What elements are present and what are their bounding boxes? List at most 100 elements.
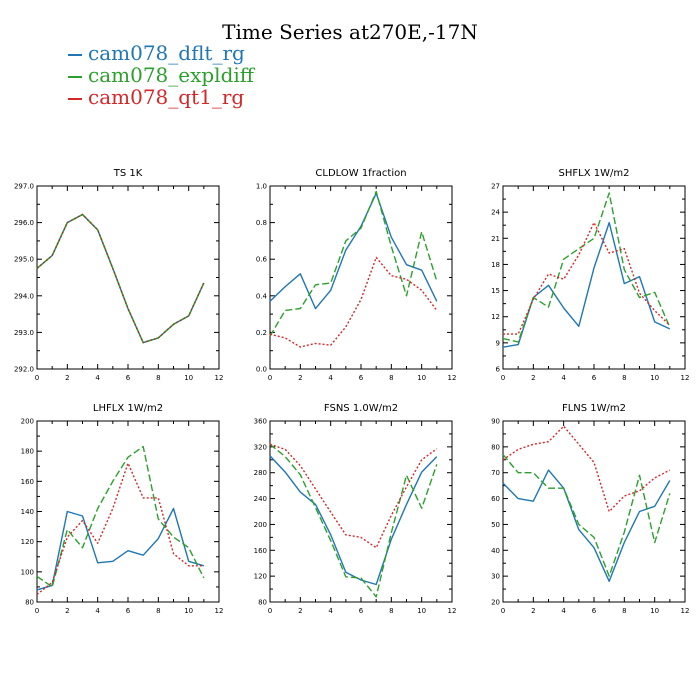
y-tick-label: 280	[254, 469, 267, 477]
legend-label-dflt: cam078_dflt_rg	[88, 41, 245, 65]
x-tick-label: 0	[268, 607, 272, 615]
y-tick-label: 1.0	[256, 183, 267, 191]
legend-item-expldiff: cam078_expldiff	[68, 64, 254, 86]
series-line-2	[36, 445, 205, 588]
panel-title: FSNS 1.0W/m2	[324, 403, 398, 414]
panel-5: FSNS 1.0W/m2 0 2 4 6 8 10 12 80 120 160 200 240 280 32…	[254, 403, 457, 615]
x-tick-label: 6	[592, 607, 597, 615]
series-line-3	[36, 213, 205, 344]
x-tick-label: 12	[681, 607, 690, 615]
y-tick-label: 20	[491, 599, 500, 607]
x-tick-label: 8	[389, 374, 393, 382]
y-tick-label: 320	[254, 443, 267, 451]
x-tick-label: 10	[184, 607, 193, 615]
x-tick-label: 8	[622, 374, 626, 382]
x-tick-label: 2	[65, 374, 69, 382]
y-tick-label: 80	[258, 599, 267, 607]
y-tick-label: 293.0	[14, 329, 34, 337]
y-tick-label: 120	[254, 573, 267, 581]
series-line-1	[269, 192, 438, 310]
series-line-1	[36, 507, 204, 591]
x-tick-label: 0	[501, 374, 505, 382]
x-tick-label: 4	[95, 374, 100, 382]
plot-frame	[269, 420, 453, 603]
y-tick-label: 0.2	[256, 329, 267, 337]
series-line-2	[269, 443, 438, 598]
panel-1: TS 1K 0 2 4 6 8 10 12 292.0 293.0 294.0 295.0 296.0 2…	[14, 168, 224, 382]
x-tick-label: 8	[156, 607, 160, 615]
x-tick-label: 12	[448, 607, 457, 615]
y-tick-label: 295.0	[14, 256, 34, 264]
x-tick-label: 10	[650, 607, 659, 615]
y-tick-label: 18	[491, 261, 500, 269]
panel-title: CLDLOW 1fraction	[315, 168, 406, 179]
y-tick-label: 200	[21, 418, 34, 426]
plot-frame	[502, 420, 686, 603]
x-tick-label: 8	[622, 607, 626, 615]
y-tick-label: 30	[491, 573, 500, 581]
legend-swatch-qt1	[68, 97, 82, 100]
y-tick-label: 9	[496, 339, 500, 347]
panel-title: FLNS 1W/m2	[562, 403, 626, 414]
y-tick-label: 21	[491, 235, 500, 243]
y-tick-label: 15	[491, 287, 500, 295]
x-tick-label: 8	[156, 374, 160, 382]
x-tick-label: 2	[531, 374, 535, 382]
series-line-2	[269, 190, 438, 337]
y-tick-label: 240	[254, 495, 267, 503]
x-tick-label: 4	[561, 607, 566, 615]
x-tick-label: 0	[501, 607, 505, 615]
x-tick-label: 6	[592, 374, 597, 382]
series-line-2	[36, 213, 205, 344]
x-tick-label: 4	[561, 374, 566, 382]
x-tick-label: 12	[681, 374, 690, 382]
series-line-1	[269, 455, 438, 586]
legend: cam078_dflt_rg cam078_expldiff cam078_qt…	[68, 42, 254, 108]
x-tick-label: 10	[417, 374, 426, 382]
y-tick-label: 160	[254, 547, 267, 555]
legend-label-expldiff: cam078_expldiff	[88, 63, 254, 87]
y-tick-label: 160	[21, 478, 34, 486]
plot-frame	[36, 185, 220, 370]
y-tick-label: 360	[254, 418, 267, 426]
x-tick-label: 4	[328, 607, 333, 615]
legend-item-qt1: cam078_qt1_rg	[68, 86, 254, 108]
y-tick-label: 120	[21, 538, 34, 546]
panel-4: LHFLX 1W/m2 0 2 4 6 8 10 12 80 100 120 140 160 180 200	[21, 403, 224, 615]
series-line-3	[269, 443, 438, 549]
x-tick-label: 2	[531, 607, 535, 615]
legend-swatch-expldiff	[68, 75, 82, 78]
x-tick-label: 10	[184, 374, 193, 382]
x-tick-label: 6	[126, 374, 131, 382]
series-line-3	[503, 221, 671, 335]
legend-label-qt1: cam078_qt1_rg	[88, 85, 245, 109]
x-tick-label: 0	[35, 607, 39, 615]
x-tick-label: 10	[417, 607, 426, 615]
y-tick-label: 80	[25, 599, 34, 607]
legend-swatch-dflt	[68, 53, 82, 56]
panel-title: TS 1K	[113, 168, 143, 179]
y-tick-label: 296.0	[14, 219, 34, 227]
y-tick-label: 200	[254, 521, 267, 529]
y-tick-label: 24	[491, 209, 500, 217]
x-tick-label: 4	[95, 607, 100, 615]
x-tick-label: 0	[268, 374, 272, 382]
y-tick-label: 40	[491, 547, 500, 555]
y-tick-label: 292.0	[14, 366, 34, 374]
y-tick-label: 0.8	[256, 219, 267, 227]
series-line-2	[502, 454, 671, 577]
series-line-2	[502, 192, 671, 343]
x-tick-label: 2	[298, 607, 302, 615]
plot-frame	[502, 185, 686, 370]
y-tick-label: 100	[21, 568, 34, 576]
y-tick-label: 80	[491, 443, 500, 451]
series-line-3	[36, 462, 204, 596]
panel-title: LHFLX 1W/m2	[93, 403, 163, 414]
y-tick-label: 0.4	[256, 292, 268, 300]
y-tick-label: 297.0	[14, 183, 34, 191]
x-tick-label: 2	[65, 607, 69, 615]
x-tick-label: 8	[389, 607, 393, 615]
x-tick-label: 6	[359, 607, 364, 615]
x-tick-label: 4	[328, 374, 333, 382]
